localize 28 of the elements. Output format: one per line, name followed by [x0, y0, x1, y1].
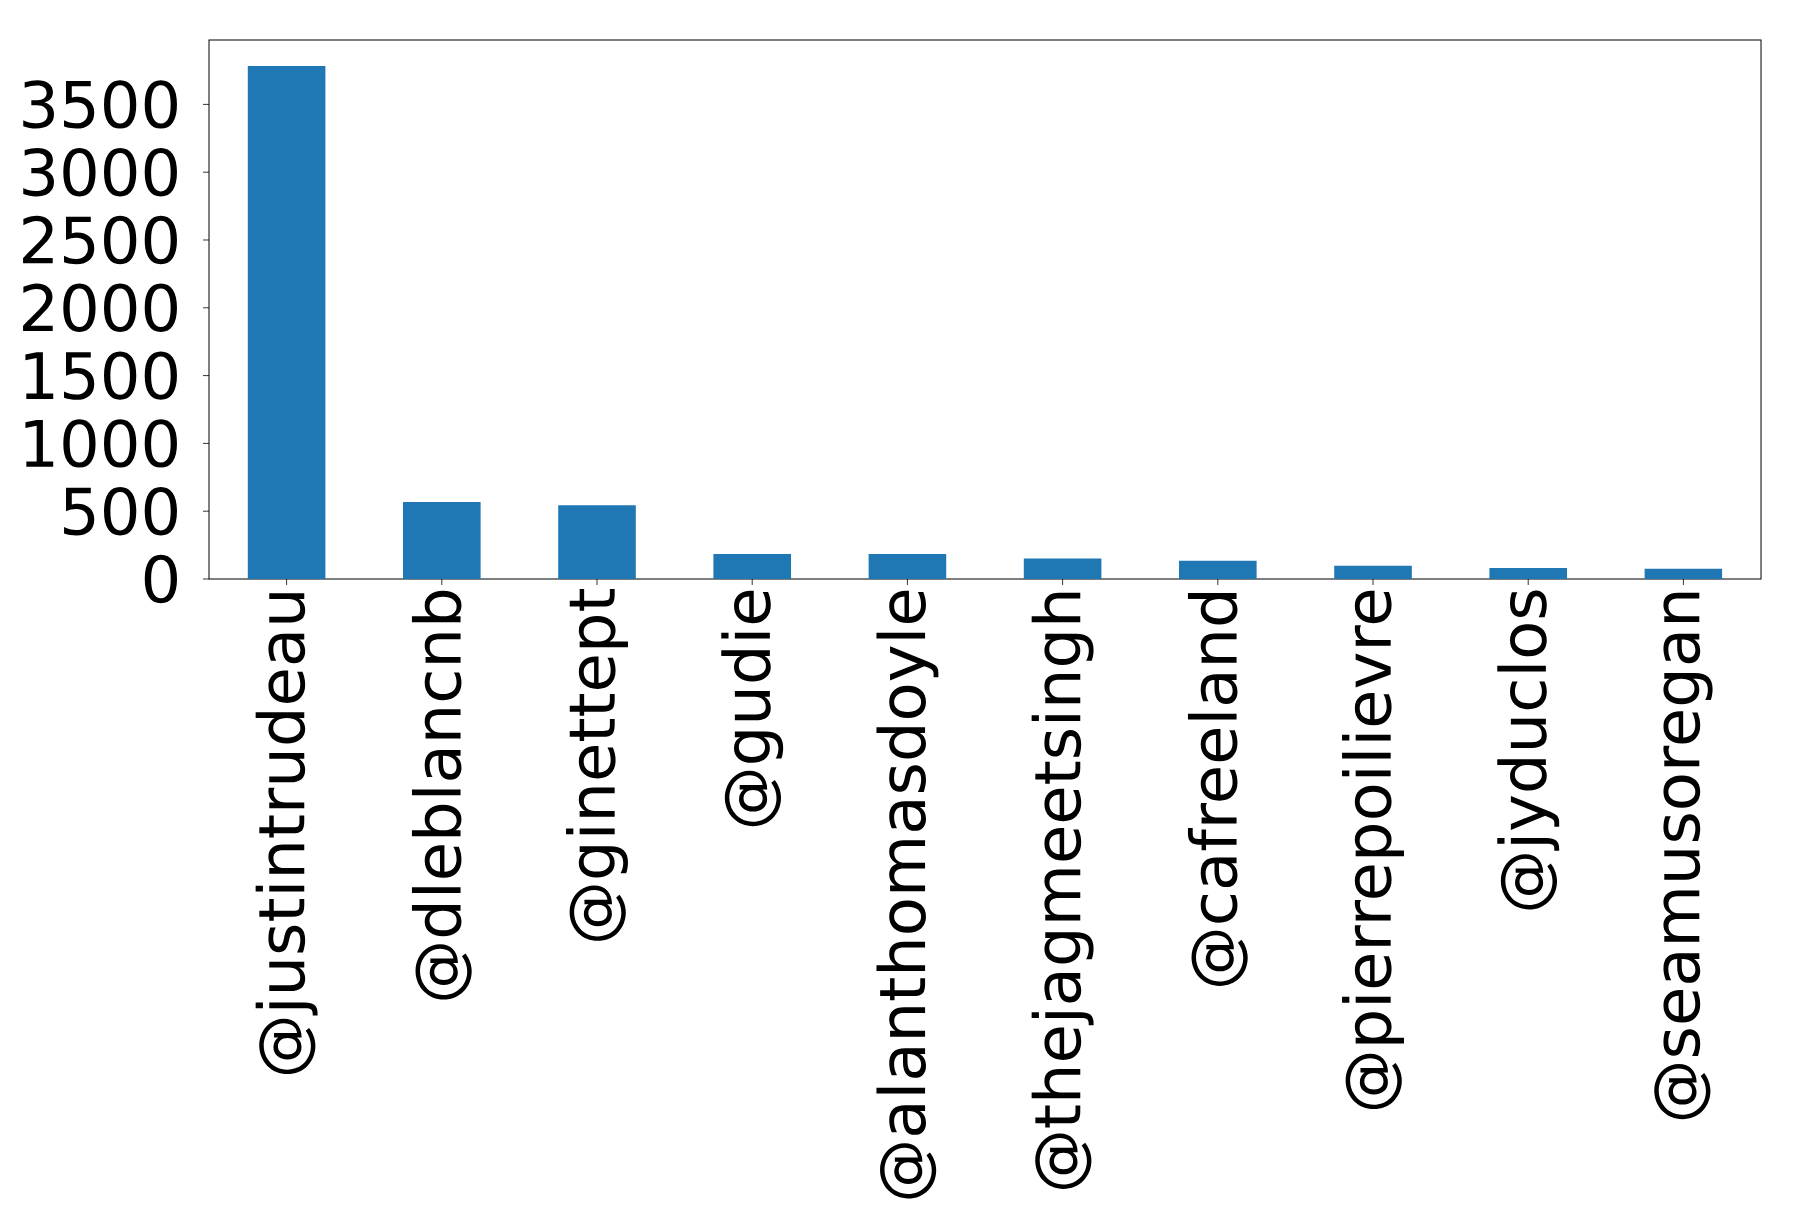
x-tick-label: @cafreeland [1187, 593, 1248, 986]
x-tick-label: @ginettept [566, 588, 628, 941]
x-tick-label: @seamusoregan [1654, 592, 1713, 1120]
x-tick-label: @gudie [721, 590, 784, 827]
y-tick-label: 0 [144, 554, 178, 604]
bar [1644, 568, 1723, 579]
bar [1489, 568, 1568, 579]
bar [1023, 558, 1102, 579]
x-tick-label: @alanthomasdoyle [876, 590, 939, 1199]
bar [713, 554, 792, 579]
x-tick-label: @pierrepoilievre [1342, 590, 1404, 1110]
x-tick-label: @dleblancnb [411, 590, 472, 1000]
bar [403, 502, 481, 579]
y-tick-label: 1000 [25, 419, 177, 468]
y-tick-label: 3000 [23, 148, 177, 197]
bar [1334, 565, 1412, 579]
x-tick-label: @jyduclos [1497, 590, 1560, 910]
y-tick-label: 2500 [23, 215, 177, 265]
y-tick-label: 1500 [25, 351, 177, 400]
x-tick-label: @thejagmeetsingh [1031, 592, 1094, 1189]
bar [1179, 560, 1257, 579]
x-tick-label: @justintrudeau [255, 593, 318, 1075]
bar [558, 505, 636, 579]
bar [868, 554, 947, 579]
bar [247, 65, 326, 579]
y-tick-label: 3500 [23, 80, 177, 129]
y-tick-label: 2000 [23, 283, 177, 332]
y-tick-label: 500 [64, 487, 177, 536]
